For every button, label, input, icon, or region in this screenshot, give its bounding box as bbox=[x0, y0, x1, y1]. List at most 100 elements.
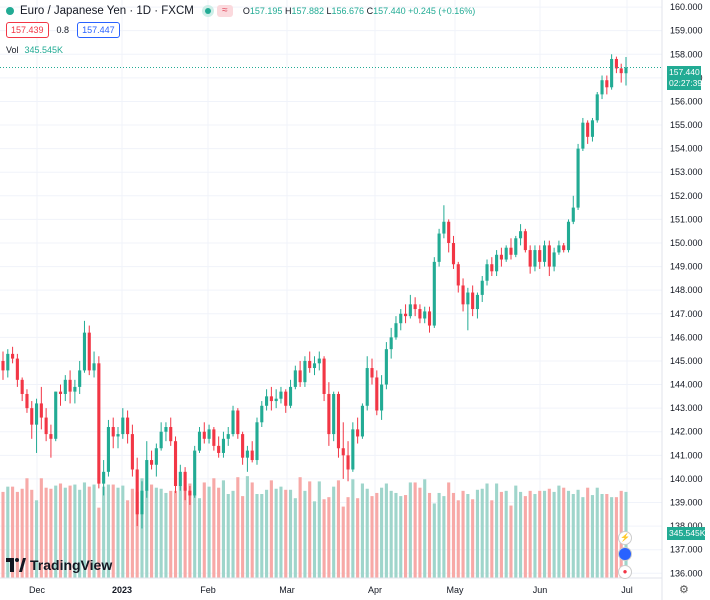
candle-body bbox=[221, 438, 226, 453]
candle-body bbox=[509, 247, 513, 255]
volume-bar bbox=[332, 486, 336, 578]
volume-bar bbox=[63, 487, 67, 578]
volume-bar bbox=[557, 485, 561, 578]
candle-body bbox=[523, 231, 527, 251]
volume-bar bbox=[610, 497, 614, 578]
candle-body bbox=[557, 245, 561, 253]
candle-body bbox=[461, 285, 465, 305]
sell-button[interactable]: 157.439 bbox=[6, 22, 49, 38]
candle-body bbox=[130, 434, 134, 470]
volume-bar bbox=[288, 489, 293, 578]
candle-body bbox=[552, 252, 556, 267]
volume-bar bbox=[250, 482, 254, 578]
lightning-icon[interactable]: ⚡ bbox=[618, 531, 632, 545]
volume-bar bbox=[317, 481, 321, 578]
candle-body bbox=[519, 231, 523, 239]
candle-body bbox=[312, 363, 317, 369]
volume-bar bbox=[365, 488, 369, 578]
volume-bar bbox=[106, 484, 110, 578]
high-value: 157.882 bbox=[291, 6, 324, 16]
volume-bar bbox=[245, 476, 249, 578]
volume-bar bbox=[614, 497, 618, 578]
volume-bar bbox=[241, 496, 245, 578]
symbol-title[interactable]: Euro / Japanese Yen · 1D · FXCM bbox=[20, 5, 194, 17]
volume-bar bbox=[533, 494, 537, 578]
grid-lines bbox=[0, 0, 662, 578]
volume-bar bbox=[274, 488, 278, 578]
candle-body bbox=[97, 363, 101, 484]
volume-bar bbox=[600, 494, 604, 578]
volume-bar bbox=[1, 491, 5, 578]
volume-bar bbox=[11, 486, 15, 578]
candle-body bbox=[586, 122, 590, 137]
candle-body bbox=[164, 427, 168, 432]
volume-bar bbox=[571, 494, 575, 578]
candle-body bbox=[68, 379, 72, 392]
volume-bar bbox=[58, 483, 63, 578]
candle-body bbox=[73, 386, 77, 392]
candle-body bbox=[384, 349, 388, 385]
y-tick-label: 156.000 bbox=[670, 96, 703, 106]
volume-bar bbox=[298, 477, 302, 578]
candle-body bbox=[413, 304, 417, 310]
volume-bar bbox=[442, 496, 446, 578]
volume-bar bbox=[130, 488, 134, 578]
y-tick-label: 159.000 bbox=[670, 26, 703, 36]
candle-body bbox=[217, 445, 221, 453]
candle-body bbox=[30, 408, 34, 425]
y-tick-label: 153.000 bbox=[670, 167, 703, 177]
volume-bar bbox=[68, 485, 72, 578]
candle-body bbox=[226, 434, 230, 439]
volume-bar bbox=[360, 483, 364, 578]
volume-bar bbox=[193, 495, 197, 578]
volume-bar bbox=[427, 492, 432, 578]
volume-bar bbox=[183, 487, 187, 578]
volume-bar bbox=[279, 486, 283, 578]
candle-body bbox=[571, 207, 575, 222]
volume-bar bbox=[111, 484, 115, 578]
approx-icon[interactable]: ≈ bbox=[216, 5, 233, 17]
candle-body bbox=[236, 410, 240, 435]
candle-body bbox=[34, 403, 39, 425]
gear-icon[interactable]: ⚙ bbox=[679, 584, 689, 596]
x-tick-label: 2023 bbox=[112, 585, 132, 595]
ohlc-values: O157.195 H157.882 L156.676 C157.440 +0.2… bbox=[242, 6, 476, 16]
candle-body bbox=[610, 58, 614, 88]
candle-body bbox=[332, 393, 336, 435]
y-tick-label: 142.000 bbox=[670, 427, 703, 437]
volume-bar bbox=[504, 490, 508, 578]
volume-bar bbox=[586, 487, 590, 578]
y-tick-label: 151.000 bbox=[670, 214, 703, 224]
volume-bar bbox=[121, 485, 125, 578]
volume-bar bbox=[269, 480, 273, 578]
calendar-event-icon[interactable] bbox=[618, 547, 632, 561]
volume-bar bbox=[236, 477, 240, 578]
record-icon[interactable]: ● bbox=[618, 565, 632, 579]
tradingview-logo[interactable]: TradingView bbox=[6, 557, 112, 573]
volume-bar bbox=[44, 487, 48, 578]
volume-bar bbox=[173, 490, 178, 578]
volume-bar bbox=[145, 489, 149, 578]
candle-body bbox=[1, 360, 5, 371]
candles bbox=[1, 54, 628, 529]
volume-bar bbox=[217, 487, 221, 578]
volume-bars bbox=[1, 476, 628, 578]
candle-body bbox=[140, 490, 144, 515]
buy-button[interactable]: 157.447 bbox=[77, 22, 120, 38]
volume-value: 345.545K bbox=[24, 45, 64, 55]
volume-bar bbox=[519, 491, 523, 578]
candle-body bbox=[360, 405, 364, 437]
close-value: 157.440 bbox=[373, 6, 406, 16]
eye-icon[interactable] bbox=[201, 5, 214, 17]
candle-body bbox=[432, 261, 436, 326]
volume-label: Vol bbox=[6, 45, 19, 55]
volume-bar bbox=[523, 496, 527, 578]
symbol-header: Euro / Japanese Yen · 1D · FXCM ≈ O157.1… bbox=[6, 5, 475, 17]
candle-body bbox=[581, 122, 585, 149]
candle-body bbox=[423, 311, 427, 319]
volume-bar bbox=[6, 486, 10, 578]
candle-body bbox=[475, 294, 479, 310]
candle-body bbox=[15, 358, 19, 380]
candle-body bbox=[135, 469, 139, 515]
